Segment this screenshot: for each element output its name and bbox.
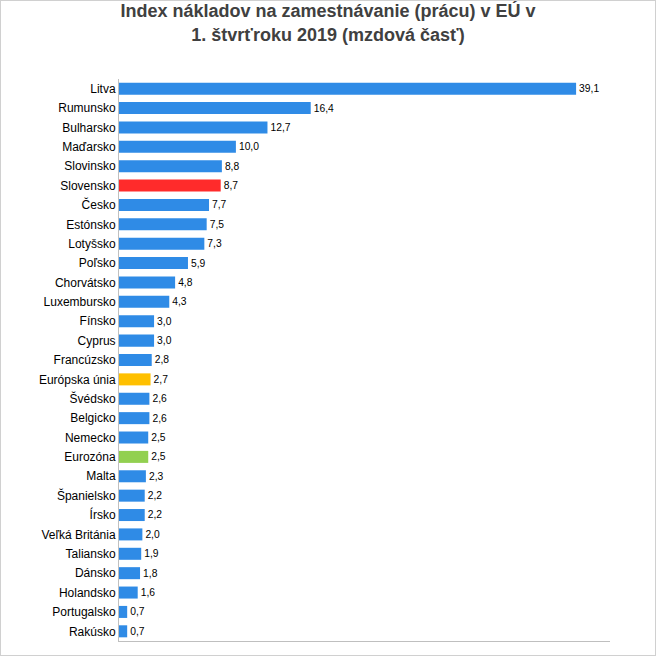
svg-text:Holandsko: Holandsko <box>59 586 116 600</box>
svg-text:8,8: 8,8 <box>225 161 240 172</box>
svg-text:3,0: 3,0 <box>157 335 172 346</box>
svg-text:4,8: 4,8 <box>178 277 193 288</box>
svg-text:Slovensko: Slovensko <box>60 179 116 193</box>
svg-text:Cyprus: Cyprus <box>78 334 116 348</box>
svg-text:8,7: 8,7 <box>224 180 239 191</box>
svg-text:Írsko: Írsko <box>90 507 116 522</box>
svg-text:Maďarsko: Maďarsko <box>62 140 116 154</box>
svg-text:2,0: 2,0 <box>145 529 160 540</box>
svg-text:2,2: 2,2 <box>148 490 163 501</box>
svg-text:Švédsko: Švédsko <box>70 391 116 406</box>
svg-text:Poľsko: Poľsko <box>79 256 116 270</box>
svg-text:1,6: 1,6 <box>141 587 156 598</box>
svg-text:39,1: 39,1 <box>579 83 599 94</box>
svg-text:Index nákladov na zamestnávani: Index nákladov na zamestnávanie (prácu) … <box>120 1 535 45</box>
svg-text:10,0: 10,0 <box>239 141 259 152</box>
svg-text:0,7: 0,7 <box>130 626 145 637</box>
svg-text:7,5: 7,5 <box>210 219 225 230</box>
svg-text:Fínsko: Fínsko <box>80 314 116 328</box>
svg-text:Slovinsko: Slovinsko <box>64 159 116 173</box>
svg-text:Španielsko: Španielsko <box>57 488 116 503</box>
svg-text:Estónsko: Estónsko <box>66 218 116 232</box>
svg-text:Bulharsko: Bulharsko <box>62 121 116 135</box>
svg-text:2,7: 2,7 <box>154 374 169 385</box>
svg-text:2,5: 2,5 <box>151 451 166 462</box>
svg-text:Portugalsko: Portugalsko <box>52 605 116 619</box>
svg-text:3,0: 3,0 <box>157 316 172 327</box>
svg-text:Francúzsko: Francúzsko <box>54 353 116 367</box>
svg-text:5,9: 5,9 <box>191 258 206 269</box>
svg-text:Chorvátsko: Chorvátsko <box>55 276 116 290</box>
svg-text:7,3: 7,3 <box>207 238 222 249</box>
svg-text:Belgicko: Belgicko <box>70 411 116 425</box>
svg-text:Taliansko: Taliansko <box>66 547 116 561</box>
svg-text:Lotyšsko: Lotyšsko <box>68 237 116 251</box>
svg-text:Dánsko: Dánsko <box>75 566 116 580</box>
svg-text:1,9: 1,9 <box>144 548 159 559</box>
svg-text:Luxembursko: Luxembursko <box>44 295 116 309</box>
svg-text:2,2: 2,2 <box>148 509 163 520</box>
svg-text:Veľká Británia: Veľká Británia <box>41 528 116 542</box>
svg-text:Eurozóna: Eurozóna <box>64 450 116 464</box>
svg-text:Malta: Malta <box>86 469 116 483</box>
svg-text:2,6: 2,6 <box>152 393 167 404</box>
svg-text:7,7: 7,7 <box>212 199 227 210</box>
svg-text:12,7: 12,7 <box>270 122 290 133</box>
svg-text:2,8: 2,8 <box>155 354 170 365</box>
svg-text:Česko: Česko <box>82 197 116 212</box>
svg-text:Rumunsko: Rumunsko <box>58 101 116 115</box>
svg-text:2,6: 2,6 <box>152 413 167 424</box>
svg-text:Rakúsko: Rakúsko <box>69 625 116 639</box>
svg-text:16,4: 16,4 <box>314 103 334 114</box>
svg-text:0,7: 0,7 <box>130 606 145 617</box>
svg-text:Európska únia: Európska únia <box>39 373 116 387</box>
svg-text:4,3: 4,3 <box>172 296 187 307</box>
svg-text:2,5: 2,5 <box>151 432 166 443</box>
svg-text:2,3: 2,3 <box>149 471 164 482</box>
svg-text:Nemecko: Nemecko <box>65 431 116 445</box>
svg-text:1,8: 1,8 <box>143 568 158 579</box>
svg-text:Litva: Litva <box>90 82 116 96</box>
